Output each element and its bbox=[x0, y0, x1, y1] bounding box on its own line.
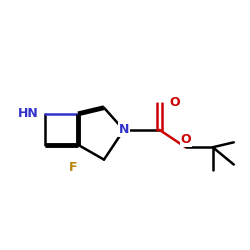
Text: N: N bbox=[118, 124, 129, 136]
Text: O: O bbox=[180, 133, 191, 146]
Text: F: F bbox=[69, 160, 77, 173]
Text: O: O bbox=[170, 96, 180, 109]
Text: HN: HN bbox=[18, 108, 38, 120]
